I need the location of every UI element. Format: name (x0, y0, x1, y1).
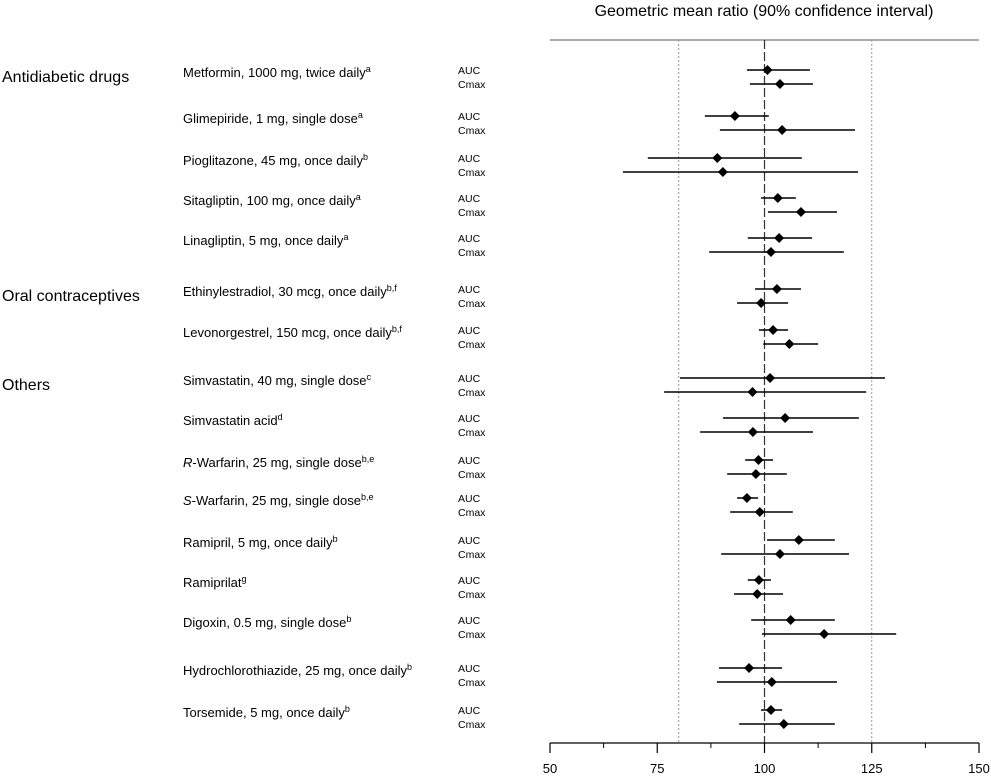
gmr-point-cmax (756, 298, 767, 308)
gmr-point-auc (753, 455, 764, 465)
metric-label-auc: AUC (458, 663, 481, 675)
gmr-point-auc (771, 284, 782, 294)
gmr-point-auc (729, 111, 740, 121)
gmr-point-auc (785, 615, 796, 625)
drug-label: Ramiprilatg (183, 574, 247, 590)
row-labels: Antidiabetic drugs Metformin, 1000 mg, tw… (2, 64, 486, 731)
drug-label: Simvastatin, 40 mg, single dosec (183, 372, 372, 388)
metric-label-auc: AUC (458, 413, 481, 425)
x-tick-label: 125 (861, 761, 883, 776)
drug-label: Ramipril, 5 mg, once dailyb (183, 534, 338, 550)
gmr-point-cmax (752, 589, 763, 599)
metric-label-cmax: Cmax (458, 207, 486, 219)
metric-label-cmax: Cmax (458, 79, 486, 91)
metric-label-auc: AUC (458, 575, 481, 587)
metric-label-cmax: Cmax (458, 719, 486, 731)
metric-label-auc: AUC (458, 65, 481, 77)
metric-label-cmax: Cmax (458, 469, 486, 481)
gmr-point-auc (744, 663, 755, 673)
drug-label: Metformin, 1000 mg, twice dailya (183, 64, 371, 80)
drug-label: Linagliptin, 5 mg, once dailya (183, 232, 348, 248)
gmr-point-cmax (747, 427, 758, 437)
group-label: Others (2, 377, 50, 394)
gmr-point-cmax (717, 167, 728, 177)
gmr-point-auc (753, 575, 764, 585)
metric-label-cmax: Cmax (458, 167, 486, 179)
gmr-point-auc (793, 535, 804, 545)
x-tick-label: 75 (650, 761, 664, 776)
drug-label: Glimepiride, 1 mg, single dosea (183, 110, 363, 126)
drug-label: Levonorgestrel, 150 mcg, once dailyb,f (183, 324, 402, 340)
gmr-point-cmax (795, 207, 806, 217)
metric-label-auc: AUC (458, 373, 481, 385)
gmr-point-cmax (754, 507, 765, 517)
group-label: Oral contraceptives (2, 288, 140, 305)
gmr-point-cmax (774, 79, 785, 89)
gmr-point-auc (765, 705, 776, 715)
gmr-point-cmax (766, 677, 777, 687)
x-axis: 50 75 100 125 150 (543, 742, 990, 776)
metric-label-auc: AUC (458, 111, 481, 123)
gmr-point-cmax (777, 125, 788, 135)
drug-label: Hydrochlorothiazide, 25 mg, once dailyb (183, 662, 412, 678)
metric-label-auc: AUC (458, 455, 481, 467)
gmr-point-auc (741, 493, 752, 503)
metric-label-cmax: Cmax (458, 589, 486, 601)
gmr-point-cmax (778, 719, 789, 729)
gmr-point-auc (762, 65, 773, 75)
data-marks (622, 65, 897, 729)
drug-label: Pioglitazone, 45 mg, once dailyb (183, 152, 368, 168)
metric-label-cmax: Cmax (458, 339, 486, 351)
gmr-point-auc (780, 413, 791, 423)
metric-label-cmax: Cmax (458, 125, 486, 137)
gmr-point-auc (712, 153, 723, 163)
drug-label: Torsemide, 5 mg, once dailyb (183, 704, 350, 720)
metric-label-auc: AUC (458, 193, 481, 205)
x-tick-label: 100 (754, 761, 776, 776)
metric-label-cmax: Cmax (458, 247, 486, 259)
drug-label: Digoxin, 0.5 mg, single doseb (183, 614, 351, 630)
drug-label: Sitagliptin, 100 mg, once dailya (183, 192, 361, 208)
metric-label-auc: AUC (458, 284, 481, 296)
metric-label-cmax: Cmax (458, 507, 486, 519)
gmr-point-auc (772, 193, 783, 203)
gmr-point-auc (774, 233, 785, 243)
gmr-point-cmax (784, 339, 795, 349)
gmr-point-auc (768, 325, 779, 335)
metric-label-auc: AUC (458, 325, 481, 337)
metric-label-auc: AUC (458, 535, 481, 547)
metric-label-auc: AUC (458, 233, 481, 245)
chart-title: Geometric mean ratio (90% confidence int… (595, 3, 934, 20)
gmr-point-cmax (765, 247, 776, 257)
metric-label-auc: AUC (458, 705, 481, 717)
metric-label-auc: AUC (458, 615, 481, 627)
gmr-point-cmax (747, 387, 758, 397)
drug-label: Ethinylestradiol, 30 mcg, once dailyb,f (183, 283, 397, 299)
metric-label-cmax: Cmax (458, 549, 486, 561)
x-tick-label: 50 (543, 761, 557, 776)
metric-label-cmax: Cmax (458, 427, 486, 439)
drug-label: Simvastatin acidd (183, 412, 283, 428)
gmr-point-auc (765, 373, 776, 383)
gmr-point-cmax (774, 549, 785, 559)
metric-label-cmax: Cmax (458, 298, 486, 310)
metric-label-auc: AUC (458, 493, 481, 505)
drug-label: R-Warfarin, 25 mg, single doseb,e (183, 454, 374, 470)
metric-label-cmax: Cmax (458, 677, 486, 689)
gmr-point-cmax (819, 629, 830, 639)
x-tick-label: 150 (968, 761, 990, 776)
metric-label-cmax: Cmax (458, 387, 486, 399)
gmr-point-cmax (750, 469, 761, 479)
group-label: Antidiabetic drugs (2, 69, 129, 86)
metric-label-auc: AUC (458, 153, 481, 165)
drug-label: S-Warfarin, 25 mg, single doseb,e (183, 492, 374, 508)
metric-label-cmax: Cmax (458, 629, 486, 641)
